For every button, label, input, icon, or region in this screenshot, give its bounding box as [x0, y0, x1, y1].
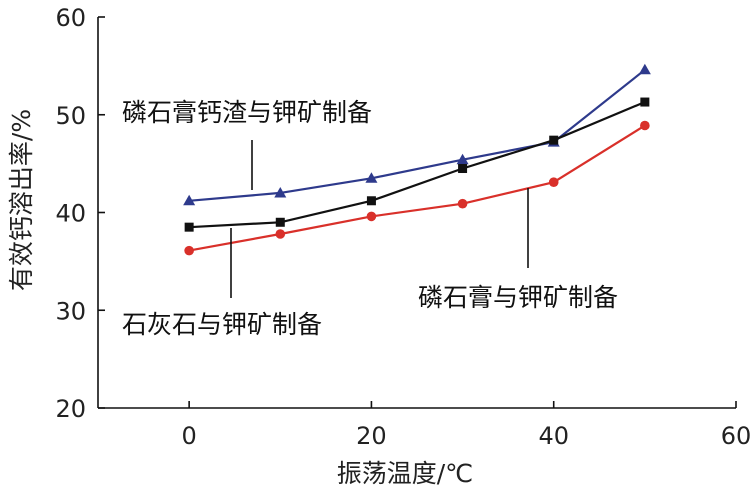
data-point-s2-0 — [184, 245, 194, 256]
x-tick-label: 0 — [182, 422, 197, 450]
series-line-0 — [189, 68, 646, 202]
series-lines — [188, 68, 646, 252]
data-point-s0-3 — [456, 153, 469, 165]
data-point-s1-3 — [458, 164, 468, 174]
y-tick-label: 30 — [55, 297, 86, 325]
data-point-s0-2 — [365, 172, 378, 183]
data-point-s2-2 — [366, 211, 377, 222]
annotation-label-red: 磷石膏与钾矿制备 — [418, 283, 618, 312]
y-axis-label: 有效钙溶出率/% — [7, 109, 36, 291]
data-point-s1-0 — [184, 222, 194, 232]
x-axis-label: 振荡温度/℃ — [337, 459, 474, 488]
series-markers — [183, 63, 651, 256]
data-point-s2-1 — [275, 229, 286, 239]
data-point-s0-5 — [638, 63, 651, 75]
data-point-s0-0 — [183, 194, 196, 206]
annotation-label-black: 石灰石与钾矿制备 — [122, 310, 322, 339]
data-point-s1-2 — [366, 196, 376, 206]
data-point-s1-5 — [640, 97, 650, 107]
data-point-s2-5 — [640, 120, 650, 131]
x-tick-label: 60 — [721, 422, 750, 450]
y-tick-label: 20 — [55, 395, 86, 423]
annotation-label-blue: 磷石膏钙渣与钾矿制备 — [122, 98, 372, 127]
x-tick-label: 40 — [538, 422, 569, 450]
data-point-s2-3 — [457, 198, 468, 209]
series-line-2 — [188, 124, 646, 252]
y-tick-label: 40 — [55, 200, 86, 228]
axis-ticks — [98, 16, 737, 409]
data-point-s1-4 — [549, 135, 559, 145]
data-point-s2-4 — [548, 177, 559, 187]
series-line-1 — [189, 100, 646, 229]
axis-tick-labels: 0 20 40 60 20 30 40 50 60 — [55, 4, 750, 450]
data-point-s1-1 — [275, 217, 285, 227]
x-tick-label: 20 — [356, 422, 387, 450]
data-point-s0-1 — [274, 186, 287, 198]
y-tick-label: 50 — [55, 102, 86, 130]
y-tick-label: 60 — [55, 4, 86, 32]
